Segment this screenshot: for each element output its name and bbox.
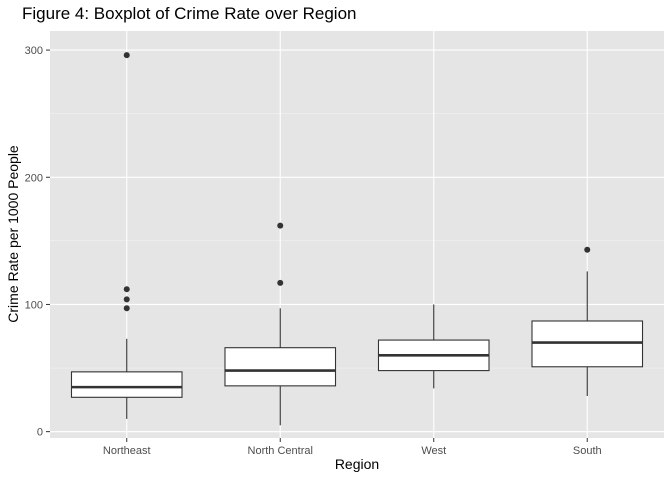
box-group-north-central: [224, 222, 337, 426]
outlier-point: [277, 222, 284, 229]
box-group-south: [531, 246, 644, 397]
x-tick-label: North Central: [248, 445, 313, 457]
chart-title: Figure 4: Boxplot of Crime Rate over Reg…: [22, 4, 357, 23]
y-axis-title: Crime Rate per 1000 People: [5, 145, 21, 323]
outlier-point: [123, 296, 130, 303]
y-tick-label: 0: [37, 427, 43, 439]
outlier-point: [123, 52, 130, 59]
outlier-point: [123, 305, 130, 312]
outlier-point: [123, 286, 130, 293]
box-group-west: [377, 304, 490, 389]
axes: 0 100 200 300 Northeast North Central West Sout…: [25, 45, 602, 457]
boxes: [70, 52, 644, 426]
x-tick-label: Northeast: [103, 445, 151, 457]
y-tick-label: 100: [25, 299, 43, 311]
outlier-point: [277, 279, 284, 286]
plot-panel: [50, 31, 664, 438]
x-axis-title: Region: [335, 456, 379, 472]
box-group-northeast: [70, 52, 183, 419]
outlier-point: [584, 246, 591, 253]
y-tick-label: 200: [25, 172, 43, 184]
x-tick-label: South: [573, 445, 602, 457]
box-iqr: [224, 347, 337, 387]
y-tick-label: 300: [25, 45, 43, 57]
x-tick-label: West: [421, 445, 446, 457]
box-iqr: [70, 371, 183, 398]
